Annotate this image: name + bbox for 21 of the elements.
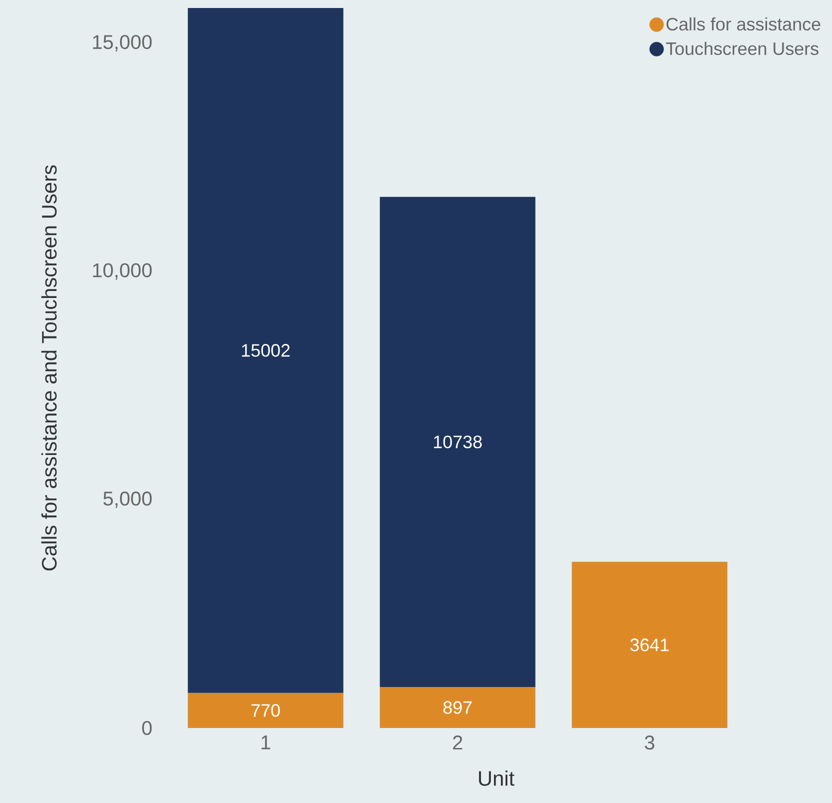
data-label: 15002 bbox=[242, 344, 290, 357]
y-tick-label: 0 bbox=[142, 720, 152, 736]
bar bbox=[188, 692, 344, 728]
bar bbox=[380, 196, 536, 688]
y-axis-title: Calls for assistance and Touchscreen Users bbox=[41, 165, 57, 570]
y-tick-label: 15,000 bbox=[93, 35, 152, 52]
legend-label: Calls for assistance bbox=[666, 17, 820, 31]
x-axis-title: Unit bbox=[479, 770, 514, 786]
x-tick-label: 2 bbox=[453, 736, 462, 750]
bar bbox=[188, 8, 344, 693]
bar bbox=[380, 687, 536, 728]
y-tick-label: 5,000 bbox=[103, 492, 152, 508]
x-tick-label: 3 bbox=[644, 736, 654, 750]
y-tick-label: 10,000 bbox=[93, 263, 152, 280]
data-label: 3641 bbox=[630, 638, 669, 652]
data-label: 897 bbox=[443, 701, 472, 714]
legend-label: Touchscreen Users bbox=[666, 42, 818, 56]
x-tick-label: 1 bbox=[262, 736, 270, 750]
data-label: 770 bbox=[252, 704, 280, 717]
data-label: 10738 bbox=[434, 436, 482, 448]
bar bbox=[572, 562, 728, 728]
